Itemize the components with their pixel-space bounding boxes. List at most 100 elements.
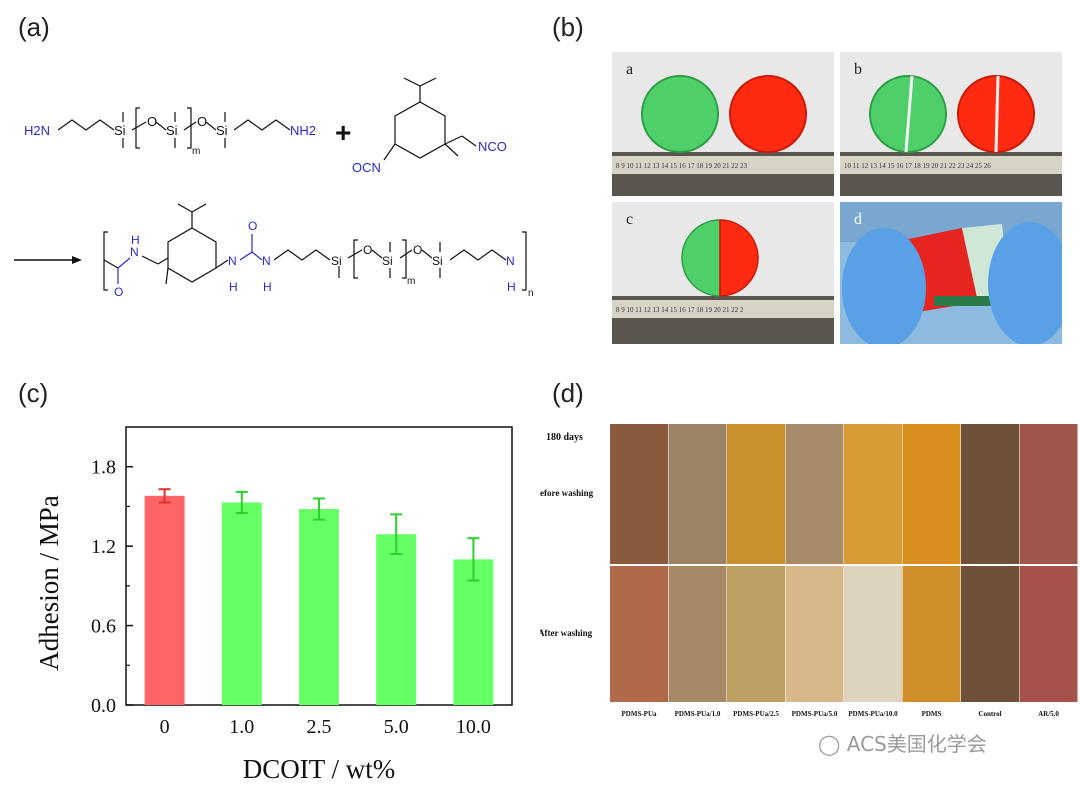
amine-right-label: NH2 <box>290 123 316 138</box>
fouling-tile <box>785 566 844 702</box>
oxygen-label: O <box>363 243 372 257</box>
product: O N H N H O N H Si O Si m O Si <box>103 203 534 299</box>
photo-d: d <box>840 202 1062 344</box>
fouling-tile <box>1019 424 1078 564</box>
fouling-tile <box>902 566 961 702</box>
sample-label: PDMS-PUa/10.0 <box>848 710 898 718</box>
isocyanate-left-label: OCN <box>352 160 381 175</box>
reaction-scheme: H2N Si O Si m O Si NH2 + NCO OCN <box>14 77 534 299</box>
healing-photos: 8 9 10 11 12 13 14 15 16 17 18 19 20 21 … <box>612 52 1062 344</box>
fouling-tile <box>961 424 1019 564</box>
nitrogen-label: N <box>130 245 139 259</box>
sample-label: PDMS-PUa/1.0 <box>675 710 721 718</box>
fouling-tile <box>844 566 902 702</box>
fouling-tile <box>1019 566 1078 702</box>
si-label: Si <box>216 123 228 138</box>
bar-1 <box>221 502 262 705</box>
x-tick-label: 5.0 <box>384 716 409 738</box>
fouling-tile <box>785 424 844 564</box>
hydrogen-label: H <box>507 280 516 294</box>
ruler-scale: 8 9 10 11 12 13 14 15 16 17 18 19 20 21 … <box>616 306 744 314</box>
amine-left-label: H2N <box>24 123 50 138</box>
carbonyl-oxygen-label: O <box>114 285 123 299</box>
si-label: Si <box>166 123 178 138</box>
bar-3 <box>376 534 417 705</box>
repeat-m-label: m <box>407 276 415 287</box>
panel-label-b: (b) <box>552 12 584 42</box>
chart-bars <box>144 488 494 705</box>
sample-label: PDMS-PUa/5.0 <box>792 710 838 718</box>
plus-sign: + <box>335 117 351 148</box>
bar-4 <box>453 559 494 705</box>
panel-label-a: (a) <box>18 12 50 42</box>
photo-b: 10 11 12 13 14 15 16 17 18 19 20 21 22 2… <box>840 52 1062 196</box>
fouling-tile <box>727 424 785 564</box>
fouling-tile <box>727 566 785 702</box>
before-washing-label: Before washing <box>540 488 594 498</box>
ruler-scale: 10 11 12 13 14 15 16 17 18 19 20 21 22 2… <box>844 162 991 170</box>
sample-label: AR/5.0 <box>1038 710 1059 718</box>
repeat-m-label: m <box>192 146 200 157</box>
gloved-hand-right <box>988 222 1062 344</box>
si-label: Si <box>432 254 443 268</box>
oxygen-label: O <box>147 114 157 129</box>
fouling-tile <box>610 566 668 702</box>
hydrogen-label: H <box>131 233 140 247</box>
sample-label: PDMS <box>922 710 942 718</box>
x-tick-label: 0 <box>160 716 170 738</box>
sample-label: PDMS-PUa/2.5 <box>733 710 779 718</box>
fouling-sample-labels: PDMS-PUa PDMS-PUa/1.0 PDMS-PUa/2.5 PDMS-PUa… <box>622 710 1060 718</box>
photo-label-a: a <box>626 61 633 78</box>
bar-2 <box>299 509 339 705</box>
sample-label: PDMS-PUa <box>622 710 657 718</box>
nitrogen-label: N <box>228 254 237 268</box>
y-axis-label: Adhesion / MPa <box>34 495 64 671</box>
repeat-n-label: n <box>528 288 534 299</box>
si-label: Si <box>382 254 393 268</box>
fouling-tile <box>668 424 727 564</box>
photo-label-c: c <box>626 211 633 228</box>
watermark: ◯ ACS美国化学会 <box>818 728 987 757</box>
chart-axes: 0.0 0.6 1.2 1.8 0 1.0 2.5 5.0 10.0 <box>91 426 513 738</box>
si-label: Si <box>331 254 342 268</box>
red-sample-disc <box>729 75 807 153</box>
x-tick-label: 10.0 <box>456 716 491 738</box>
nitrogen-label: N <box>506 254 515 268</box>
oxygen-label: O <box>197 114 207 129</box>
oxygen-label: O <box>413 243 422 257</box>
si-label: Si <box>114 123 126 138</box>
x-tick-label: 1.0 <box>229 716 254 738</box>
sample-label: Control <box>978 710 1001 718</box>
bar-0 <box>144 495 185 705</box>
isocyanate-right-label: NCO <box>478 139 507 154</box>
gloved-hand-left <box>842 228 926 344</box>
fouling-tile <box>902 424 961 564</box>
nitrogen-label: N <box>262 254 271 268</box>
x-axis-label: DCOIT / wt% <box>243 754 396 784</box>
y-tick-label: 0.0 <box>91 695 116 717</box>
reactant-2: NCO OCN <box>352 77 507 175</box>
wechat-icon: ◯ <box>818 732 841 756</box>
fouling-tile <box>668 566 727 702</box>
y-tick-label: 1.8 <box>91 457 116 479</box>
photo-a: 8 9 10 11 12 13 14 15 16 17 18 19 20 21 … <box>612 52 834 196</box>
healed-green-half <box>681 219 721 297</box>
fouling-tile <box>961 566 1019 702</box>
photo-label-b: b <box>854 61 862 78</box>
after-washing-label: After washing <box>540 628 593 638</box>
x-tick-label: 2.5 <box>307 716 332 738</box>
fouling-tiles <box>610 424 1078 702</box>
hydrogen-label: H <box>263 280 272 294</box>
fouling-tile <box>610 424 668 564</box>
photo-c: 8 9 10 11 12 13 14 15 16 17 18 19 20 21 … <box>612 202 834 344</box>
ruler-scale: 8 9 10 11 12 13 14 15 16 17 18 19 20 21 … <box>616 162 747 170</box>
adhesion-chart: 0.0 0.6 1.2 1.8 0 1.0 2.5 5.0 10.0 Adhesion / MP… <box>34 426 513 784</box>
green-sample-disc <box>641 75 719 153</box>
healed-red-half <box>719 219 759 297</box>
y-tick-label: 0.6 <box>91 616 116 638</box>
panel-label-d: (d) <box>552 378 584 408</box>
hydrogen-label: H <box>229 280 238 294</box>
photo-label-d: d <box>854 211 862 228</box>
watermark-text: ACS美国化学会 <box>846 732 987 756</box>
fouling-panel: 180 days Before washing After washing PD… <box>540 424 1078 718</box>
